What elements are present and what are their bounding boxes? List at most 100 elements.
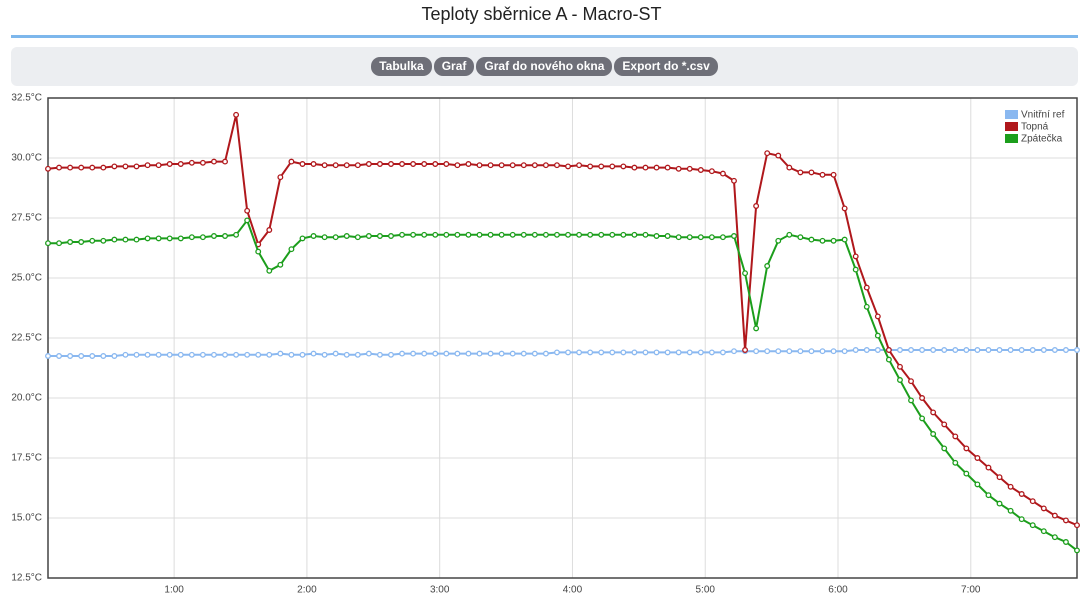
- legend-swatch: [1005, 110, 1018, 119]
- data-point: [642, 231, 649, 238]
- data-point: [310, 350, 317, 357]
- data-point: [1007, 483, 1014, 490]
- data-point: [410, 161, 417, 167]
- data-point: [753, 203, 760, 209]
- y-tick-label: 32.5°C: [11, 93, 42, 104]
- data-point: [520, 231, 527, 238]
- data-point: [222, 233, 228, 239]
- data-point: [786, 231, 793, 238]
- data-point: [852, 266, 859, 273]
- data-point: [863, 347, 870, 353]
- data-point: [487, 350, 494, 357]
- data-point: [786, 164, 793, 171]
- x-tick-label: 2:00: [297, 585, 317, 596]
- data-point: [144, 351, 151, 358]
- data-point: [996, 347, 1003, 353]
- data-point: [1040, 347, 1047, 353]
- toolbar-button[interactable]: Tabulka: [371, 57, 432, 76]
- data-point: [576, 162, 583, 169]
- data-point: [797, 348, 804, 355]
- data-point: [465, 231, 472, 238]
- data-point: [565, 349, 571, 356]
- data-point: [188, 351, 195, 358]
- data-point: [974, 455, 981, 461]
- data-point: [376, 233, 383, 239]
- data-point: [354, 234, 361, 241]
- data-point: [56, 164, 63, 171]
- data-point: [808, 348, 815, 355]
- data-point: [487, 162, 494, 169]
- data-point: [233, 351, 240, 358]
- data-point: [89, 237, 96, 244]
- data-point: [587, 163, 594, 170]
- data-point: [941, 347, 948, 353]
- data-point: [719, 349, 726, 356]
- data-point: [443, 161, 450, 167]
- data-point: [620, 163, 627, 170]
- data-point: [321, 162, 328, 169]
- data-point: [233, 231, 240, 238]
- data-point: [177, 235, 184, 242]
- data-point: [299, 351, 306, 358]
- data-point: [111, 163, 118, 170]
- toolbar: Tabulka Graf Graf do nového okna Export do …: [11, 47, 1078, 86]
- data-point: [753, 348, 760, 355]
- data-point: [863, 284, 870, 291]
- data-point: [1074, 547, 1080, 554]
- data-point: [56, 240, 63, 247]
- data-point: [908, 378, 914, 385]
- series-line: [47, 114, 1078, 527]
- data-point: [211, 233, 217, 239]
- data-point: [952, 459, 959, 466]
- data-point: [343, 162, 350, 169]
- data-point: [122, 236, 129, 243]
- data-point: [222, 351, 228, 358]
- data-point: [67, 353, 74, 359]
- data-point: [919, 415, 926, 422]
- data-point: [1062, 539, 1069, 545]
- toolbar-button[interactable]: Export do *.csv: [614, 57, 718, 76]
- data-point: [985, 464, 992, 471]
- data-point: [388, 233, 394, 239]
- data-point: [598, 231, 605, 238]
- data-point: [919, 395, 926, 401]
- data-point: [897, 363, 903, 370]
- data-point: [421, 161, 428, 167]
- data-point: [1007, 347, 1014, 353]
- data-point: [133, 236, 140, 243]
- data-point: [974, 481, 981, 488]
- data-point: [952, 433, 959, 440]
- data-point: [410, 231, 417, 238]
- data-point: [67, 164, 74, 171]
- y-tick-label: 30.0°C: [11, 153, 42, 164]
- data-point: [554, 162, 560, 169]
- data-point: [885, 356, 892, 363]
- data-point: [841, 348, 848, 355]
- data-point: [996, 500, 1003, 507]
- data-point: [89, 164, 96, 171]
- toolbar-button[interactable]: Graf: [433, 57, 475, 76]
- data-point: [930, 431, 937, 437]
- data-point: [1029, 522, 1036, 529]
- data-point: [233, 111, 240, 118]
- data-point: [78, 353, 85, 359]
- data-point: [454, 231, 461, 238]
- data-point: [476, 231, 483, 238]
- data-point: [509, 162, 516, 169]
- data-point: [321, 351, 328, 358]
- data-point: [476, 162, 483, 169]
- data-point: [443, 350, 450, 357]
- data-point: [554, 231, 560, 238]
- data-point: [1018, 347, 1025, 353]
- data-point: [266, 351, 273, 358]
- data-point: [554, 349, 560, 356]
- data-point: [819, 348, 826, 355]
- x-tick-label: 1:00: [164, 585, 184, 596]
- data-point: [299, 235, 306, 242]
- y-tick-label: 12.5°C: [11, 573, 42, 584]
- data-point: [354, 162, 361, 169]
- data-point: [520, 162, 527, 169]
- toolbar-button[interactable]: Graf do nového okna: [476, 57, 613, 76]
- x-tick-label: 5:00: [695, 585, 715, 596]
- data-point: [897, 377, 903, 383]
